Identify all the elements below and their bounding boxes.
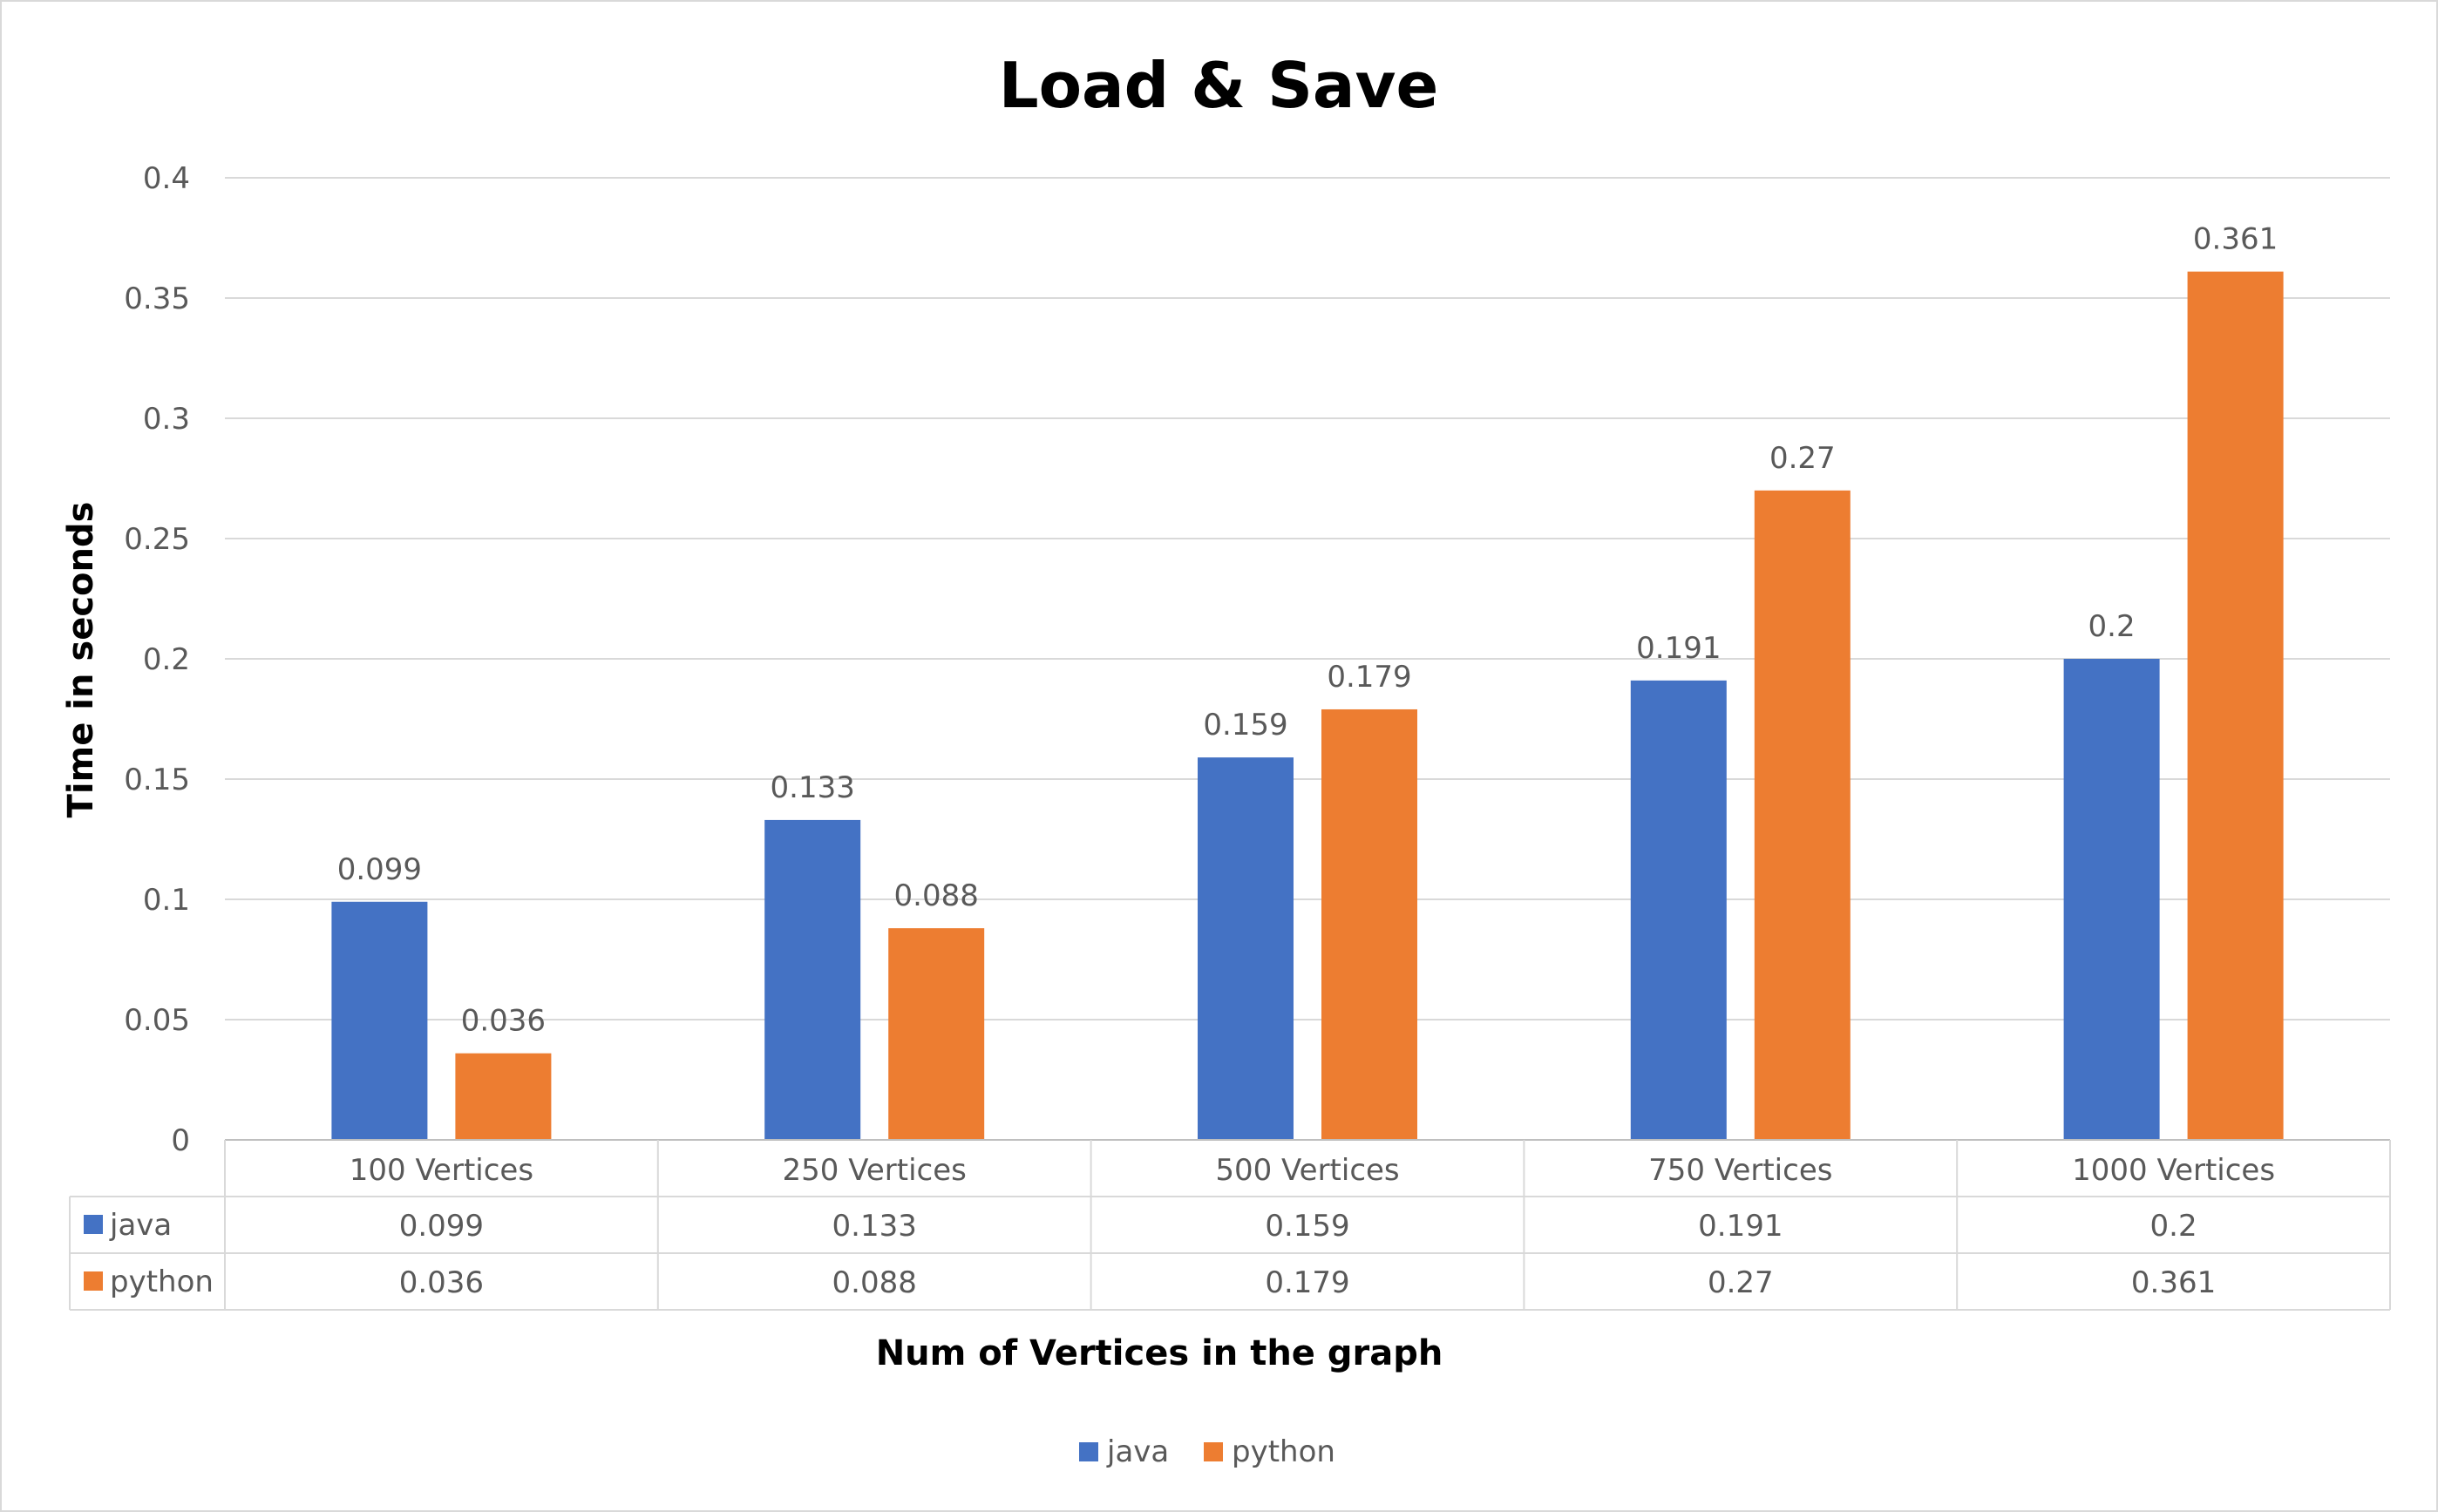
y-tick-label: 0.4 — [143, 161, 190, 196]
x-category-label: 500 Vertices — [1215, 1153, 1399, 1188]
x-category-label: 250 Vertices — [783, 1153, 967, 1188]
legend-key-python — [1204, 1442, 1223, 1461]
legend: java python — [1079, 1434, 1335, 1469]
table-cell-python: 0.27 — [1708, 1265, 1774, 1300]
x-category-label: 750 Vertices — [1648, 1153, 1832, 1188]
table-cell-java: 0.099 — [399, 1209, 484, 1244]
chart-title: Load & Save — [999, 49, 1439, 122]
bar-java — [764, 819, 861, 1140]
table-cell-python: 0.179 — [1265, 1265, 1349, 1300]
bar-python — [2187, 271, 2284, 1140]
table-cell-java: 0.159 — [1265, 1209, 1349, 1244]
y-tick-label: 0.1 — [143, 883, 190, 918]
y-tick-label: 0.2 — [143, 642, 190, 677]
y-axis-title: Time in seconds — [61, 502, 101, 818]
legend-label-python: python — [1232, 1434, 1335, 1469]
bar-python — [1754, 490, 1851, 1140]
data-label-python: 0.036 — [461, 1004, 546, 1039]
table-cell-java: 0.2 — [2150, 1209, 2197, 1244]
table-legend-key-java — [84, 1215, 103, 1234]
data-label-java: 0.133 — [771, 770, 855, 805]
bar-python — [1321, 709, 1417, 1140]
table-cell-java: 0.133 — [832, 1209, 917, 1244]
bar-java — [1630, 680, 1727, 1140]
x-axis-title: Num of Vertices in the graph — [876, 1333, 1443, 1373]
data-label-java: 0.2 — [2088, 609, 2136, 644]
table-row-label-java: java — [109, 1208, 172, 1243]
bar-python — [888, 928, 985, 1140]
data-labels: 0.099 0.133 0.159 0.191 0.2 0.036 0.088 0.179 0.… — [337, 222, 2278, 1039]
data-label-python: 0.088 — [894, 878, 979, 913]
data-table: 100 Vertices 250 Vertices 500 Vertices 750 … — [69, 1139, 2391, 1311]
table-cell-java: 0.191 — [1698, 1209, 1783, 1244]
y-tick-label: 0.15 — [124, 763, 190, 797]
y-tick-label: 0.3 — [143, 402, 190, 437]
data-label-java: 0.099 — [337, 852, 422, 887]
y-tick-label: 0 — [171, 1123, 190, 1158]
data-label-python: 0.361 — [2193, 222, 2278, 257]
bar-java — [2063, 659, 2160, 1140]
data-label-python: 0.27 — [1769, 441, 1836, 476]
y-tick-label: 0.05 — [124, 1003, 190, 1038]
bars — [331, 271, 2284, 1140]
y-tick-label: 0.25 — [124, 522, 190, 557]
x-category-label: 1000 Vertices — [2072, 1153, 2275, 1188]
data-label-python: 0.179 — [1327, 660, 1411, 695]
data-label-java: 0.191 — [1636, 631, 1721, 666]
y-axis-ticks: 0 0.05 0.1 0.15 0.2 0.25 0.3 0.35 0.4 — [124, 161, 190, 1158]
table-cell-python: 0.088 — [832, 1265, 917, 1300]
legend-key-java — [1079, 1442, 1098, 1461]
bar-java — [331, 901, 428, 1140]
table-legend-key-python — [84, 1271, 103, 1291]
data-label-java: 0.159 — [1203, 708, 1287, 742]
table-row-label-python: python — [110, 1265, 214, 1299]
table-cell-python: 0.361 — [2131, 1265, 2216, 1300]
legend-label-java: java — [1106, 1434, 1169, 1469]
y-tick-label: 0.35 — [124, 281, 190, 316]
x-category-label: 100 Vertices — [350, 1153, 533, 1188]
bar-java — [1198, 757, 1294, 1140]
table-cell-python: 0.036 — [399, 1265, 484, 1300]
bar-python — [455, 1053, 552, 1140]
gridlines — [225, 177, 2390, 1020]
